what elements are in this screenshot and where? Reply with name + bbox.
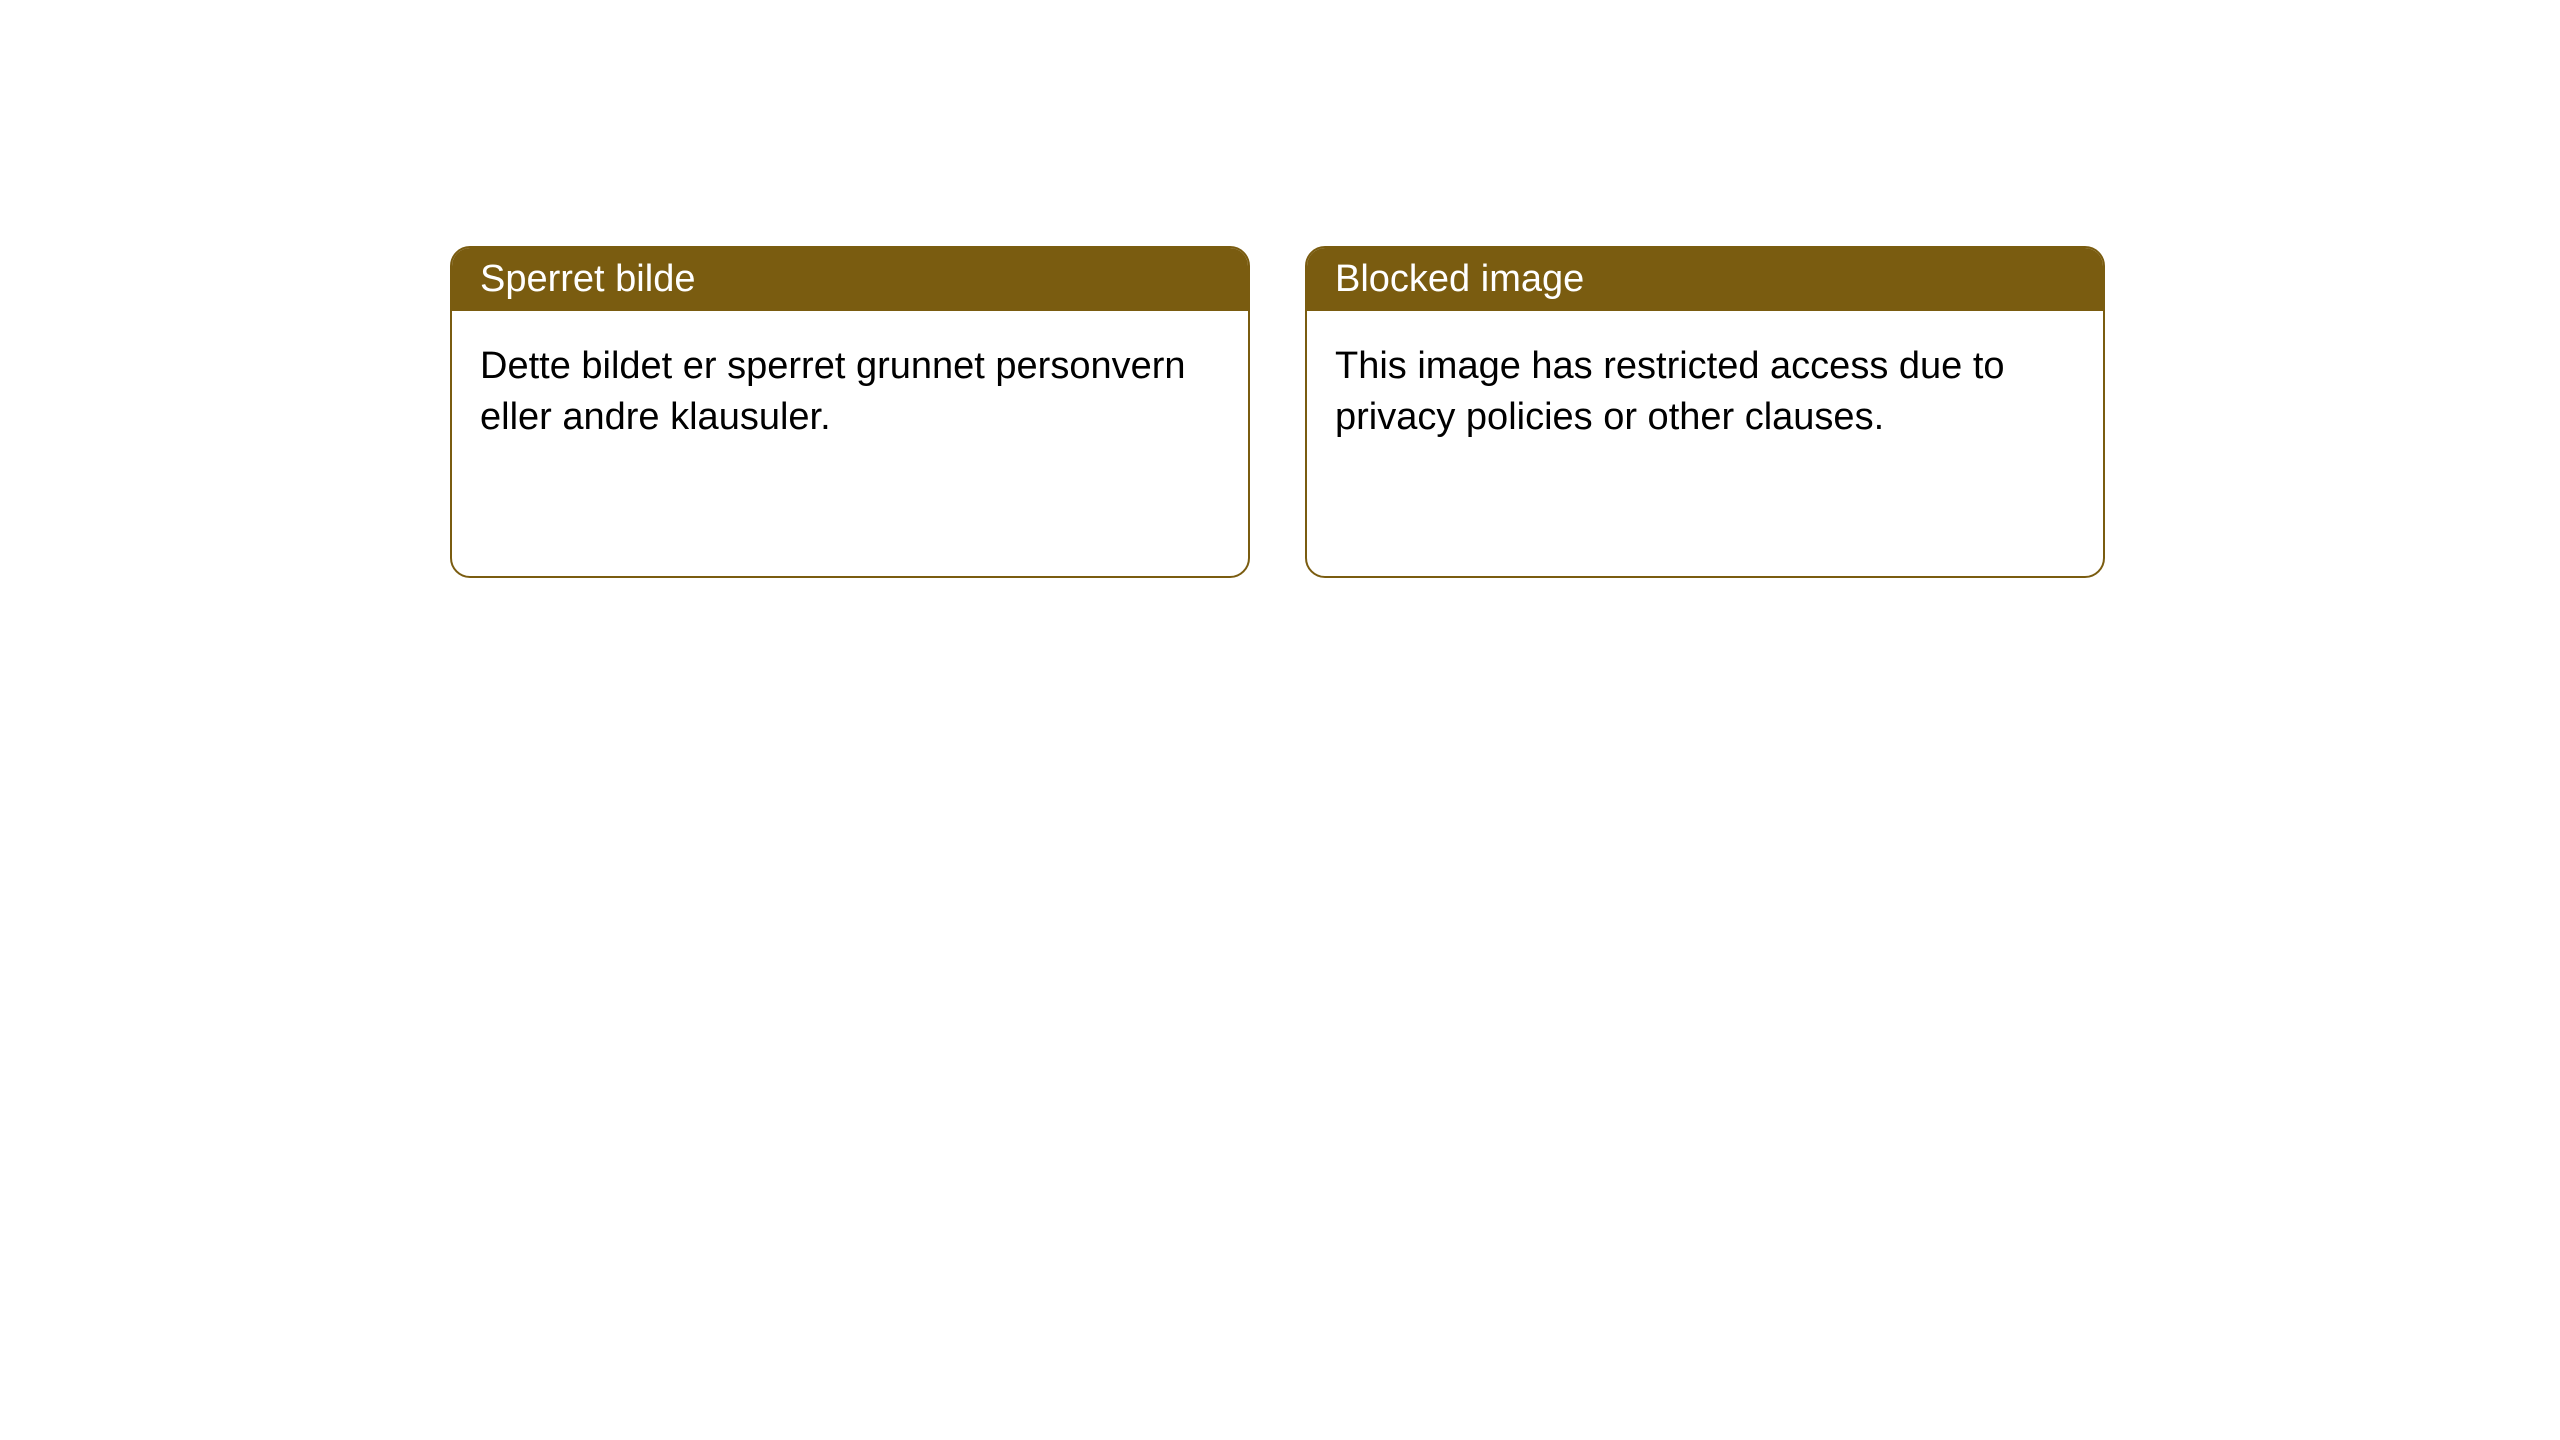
notice-card-title: Blocked image [1307,248,2103,311]
notice-card-body: This image has restricted access due to … [1307,311,2103,474]
notice-card-title: Sperret bilde [452,248,1248,311]
notice-card-norwegian: Sperret bilde Dette bildet er sperret gr… [450,246,1250,578]
notice-card-body: Dette bildet er sperret grunnet personve… [452,311,1248,474]
notice-container: Sperret bilde Dette bildet er sperret gr… [450,246,2105,578]
notice-card-english: Blocked image This image has restricted … [1305,246,2105,578]
